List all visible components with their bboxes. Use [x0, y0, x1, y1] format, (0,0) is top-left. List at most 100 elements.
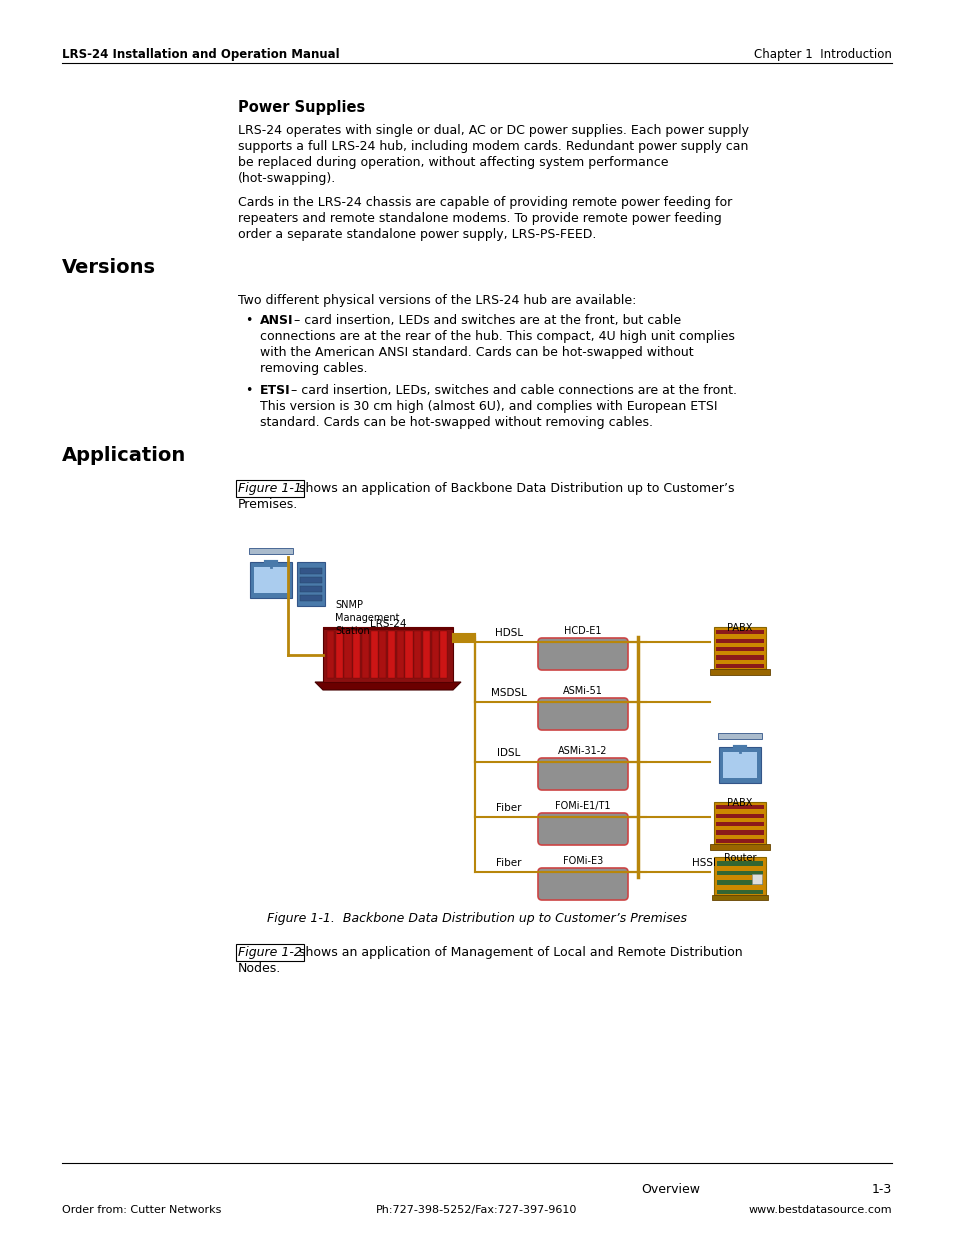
Text: Router: Router	[723, 853, 756, 863]
Text: FOMi-E3: FOMi-E3	[562, 856, 602, 866]
Bar	[718, 734, 761, 739]
Text: IDSL: IDSL	[497, 748, 520, 758]
Bar	[709, 669, 769, 676]
Text: Ph:727-398-5252/Fax:727-397-9610: Ph:727-398-5252/Fax:727-397-9610	[375, 1205, 578, 1215]
Text: Chapter 1  Introduction: Chapter 1 Introduction	[753, 48, 891, 61]
Text: Figure 1-1: Figure 1-1	[237, 482, 301, 495]
Text: 1-3: 1-3	[871, 1183, 891, 1195]
Bar	[716, 656, 763, 659]
Bar	[370, 631, 377, 678]
Text: standard. Cards can be hot-swapped without removing cables.: standard. Cards can be hot-swapped witho…	[260, 416, 652, 429]
Text: Cards in the LRS-24 chassis are capable of providing remote power feeding for: Cards in the LRS-24 chassis are capable …	[237, 196, 732, 209]
Bar	[327, 631, 334, 678]
Bar	[716, 814, 763, 818]
Text: ETSI: ETSI	[260, 384, 291, 396]
Bar	[717, 889, 762, 894]
Text: ASMi-31-2: ASMi-31-2	[558, 746, 607, 756]
Bar	[716, 839, 763, 844]
Text: supports a full LRS-24 hub, including modem cards. Redundant power supply can: supports a full LRS-24 hub, including mo…	[237, 140, 747, 153]
FancyBboxPatch shape	[537, 813, 627, 845]
Bar	[717, 871, 762, 876]
Bar	[299, 568, 322, 574]
Text: repeaters and remote standalone modems. To provide remote power feeding: repeaters and remote standalone modems. …	[237, 212, 721, 225]
Text: Overview: Overview	[640, 1183, 700, 1195]
Bar	[344, 631, 352, 678]
FancyBboxPatch shape	[537, 868, 627, 900]
Text: Two different physical versions of the LRS-24 hub are available:: Two different physical versions of the L…	[237, 294, 636, 308]
Text: FOMi-E1/T1: FOMi-E1/T1	[555, 802, 610, 811]
Bar	[713, 627, 765, 669]
Polygon shape	[314, 682, 460, 690]
Text: Power Supplies: Power Supplies	[237, 100, 365, 115]
Text: HDSL: HDSL	[495, 629, 522, 638]
Bar	[299, 595, 322, 601]
Bar	[299, 577, 322, 583]
Text: removing cables.: removing cables.	[260, 362, 367, 375]
Bar	[713, 857, 765, 895]
Text: Figure 1-2: Figure 1-2	[237, 946, 301, 960]
Bar	[719, 747, 760, 783]
Bar	[361, 631, 369, 678]
Bar	[717, 861, 762, 866]
Bar	[716, 630, 763, 635]
Text: HSSI: HSSI	[691, 858, 716, 868]
Bar	[716, 830, 763, 835]
Text: connections are at the rear of the hub. This compact, 4U high unit complies: connections are at the rear of the hub. …	[260, 330, 734, 343]
Bar	[335, 631, 342, 678]
Text: www.bestdatasource.com: www.bestdatasource.com	[747, 1205, 891, 1215]
Bar	[323, 627, 453, 630]
Text: order a separate standalone power supply, LRS-PS-FEED.: order a separate standalone power supply…	[237, 228, 596, 241]
Bar	[717, 881, 762, 884]
Bar	[388, 631, 395, 678]
Text: shows an application of Management of Local and Remote Distribution: shows an application of Management of Lo…	[294, 946, 741, 960]
Text: with the American ANSI standard. Cards can be hot-swapped without: with the American ANSI standard. Cards c…	[260, 346, 693, 359]
Bar	[716, 805, 763, 809]
Text: •: •	[245, 384, 253, 396]
Bar	[716, 638, 763, 642]
Bar	[711, 895, 767, 900]
Bar	[299, 585, 322, 592]
Text: ASMi-51: ASMi-51	[562, 685, 602, 697]
Bar	[431, 631, 438, 678]
Bar	[250, 562, 292, 598]
Bar	[722, 752, 757, 778]
Text: This version is 30 cm high (almost 6U), and complies with European ETSI: This version is 30 cm high (almost 6U), …	[260, 400, 717, 412]
FancyBboxPatch shape	[537, 758, 627, 790]
FancyBboxPatch shape	[537, 638, 627, 671]
Text: – card insertion, LEDs, switches and cable connections are at the front.: – card insertion, LEDs, switches and cab…	[287, 384, 737, 396]
Bar	[405, 631, 413, 678]
Bar	[323, 627, 453, 682]
Bar	[353, 631, 360, 678]
Bar	[296, 562, 325, 606]
Text: PABX: PABX	[726, 622, 752, 634]
Text: •: •	[245, 314, 253, 327]
Text: Application: Application	[62, 446, 186, 466]
Text: – card insertion, LEDs and switches are at the front, but cable: – card insertion, LEDs and switches are …	[290, 314, 680, 327]
Text: be replaced during operation, without affecting system performance: be replaced during operation, without af…	[237, 156, 668, 169]
Text: shows an application of Backbone Data Distribution up to Customer’s: shows an application of Backbone Data Di…	[294, 482, 734, 495]
Bar	[716, 663, 763, 668]
Bar	[396, 631, 403, 678]
Bar	[716, 647, 763, 651]
Bar	[716, 823, 763, 826]
Bar	[751, 873, 761, 883]
FancyBboxPatch shape	[537, 698, 627, 730]
Bar	[379, 631, 386, 678]
Text: Figure 1-1.  Backbone Data Distribution up to Customer’s Premises: Figure 1-1. Backbone Data Distribution u…	[267, 911, 686, 925]
Bar	[249, 548, 293, 555]
Text: PABX: PABX	[726, 798, 752, 808]
Text: Order from: Cutter Networks: Order from: Cutter Networks	[62, 1205, 221, 1215]
Text: SNMP
Management
Station: SNMP Management Station	[335, 600, 399, 636]
Text: Fiber: Fiber	[496, 858, 521, 868]
Text: Nodes.: Nodes.	[237, 962, 281, 974]
Bar	[414, 631, 421, 678]
Bar	[713, 802, 765, 844]
Bar	[422, 631, 430, 678]
Text: Premises.: Premises.	[237, 498, 298, 511]
Text: LRS-24: LRS-24	[370, 619, 406, 629]
Text: HCD-E1: HCD-E1	[563, 626, 601, 636]
Bar	[709, 844, 769, 850]
Text: LRS-24 operates with single or dual, AC or DC power supplies. Each power supply: LRS-24 operates with single or dual, AC …	[237, 124, 748, 137]
Text: MSDSL: MSDSL	[491, 688, 526, 698]
Bar	[253, 567, 288, 593]
